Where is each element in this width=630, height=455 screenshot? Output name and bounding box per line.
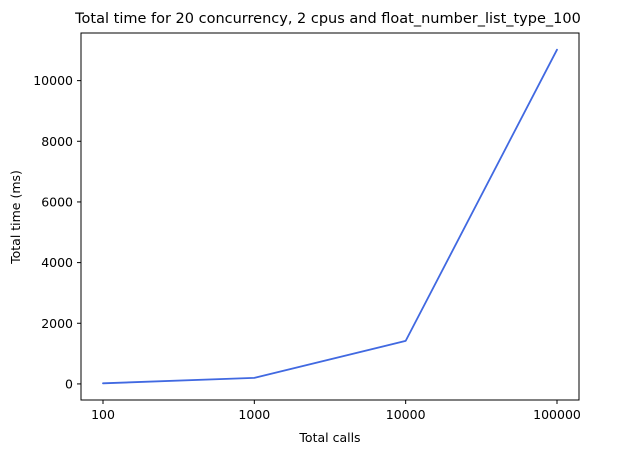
y-tick-label: 10000	[33, 73, 73, 88]
y-axis-ticks: 0 2000 4000 6000 8000 10000	[33, 73, 81, 391]
x-axis-ticks: 100 1000 10000 100000	[91, 400, 581, 422]
y-tick-label: 8000	[41, 134, 73, 149]
series-layer	[102, 48, 558, 385]
series-line	[102, 48, 558, 385]
y-axis-label: Total time (ms)	[8, 170, 23, 265]
plot-area: 0 2000 4000 6000 8000 10000 100 1000 10000 10000…	[33, 32, 581, 422]
y-tick-label: 0	[65, 376, 73, 391]
y-tick-label: 6000	[41, 194, 73, 209]
chart-title: Total time for 20 concurrency, 2 cpus an…	[74, 11, 581, 27]
x-tick-label: 10000	[386, 407, 426, 422]
y-tick-label: 4000	[41, 255, 73, 270]
x-axis-label: Total calls	[298, 430, 360, 445]
x-tick-label: 100	[91, 407, 115, 422]
x-tick-label: 1000	[238, 407, 270, 422]
y-tick-label: 2000	[41, 316, 73, 331]
plot-frame	[80, 32, 580, 401]
x-tick-label: 100000	[533, 407, 581, 422]
